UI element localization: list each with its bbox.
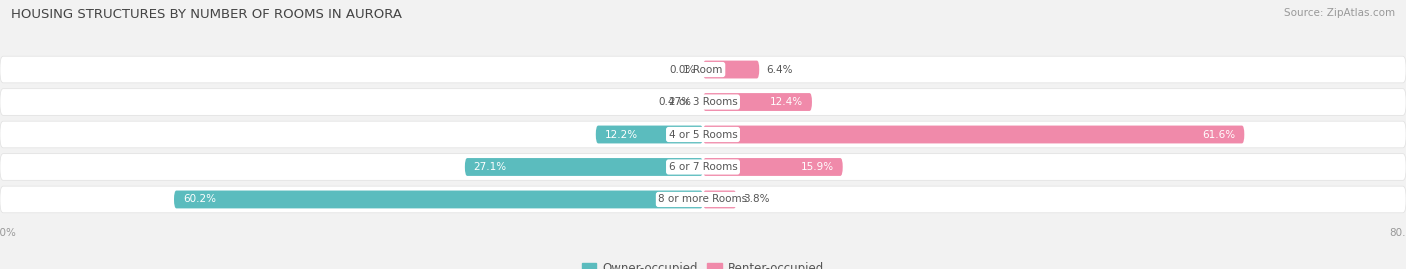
FancyBboxPatch shape [0,121,1406,148]
FancyBboxPatch shape [0,56,1406,83]
FancyBboxPatch shape [703,126,1244,143]
Text: 12.2%: 12.2% [605,129,638,140]
FancyBboxPatch shape [703,190,737,208]
Text: 3.8%: 3.8% [744,194,770,204]
Text: 27.1%: 27.1% [474,162,506,172]
Text: HOUSING STRUCTURES BY NUMBER OF ROOMS IN AURORA: HOUSING STRUCTURES BY NUMBER OF ROOMS IN… [11,8,402,21]
Text: 1 Room: 1 Room [683,65,723,75]
Text: 0.0%: 0.0% [669,65,696,75]
Legend: Owner-occupied, Renter-occupied: Owner-occupied, Renter-occupied [578,258,828,269]
Text: 15.9%: 15.9% [801,162,834,172]
Text: 6 or 7 Rooms: 6 or 7 Rooms [669,162,737,172]
FancyBboxPatch shape [703,61,759,79]
Text: 0.47%: 0.47% [659,97,692,107]
FancyBboxPatch shape [703,158,842,176]
FancyBboxPatch shape [703,93,813,111]
Text: 61.6%: 61.6% [1202,129,1236,140]
Text: 4 or 5 Rooms: 4 or 5 Rooms [669,129,737,140]
FancyBboxPatch shape [0,154,1406,180]
Text: 12.4%: 12.4% [770,97,803,107]
Text: 60.2%: 60.2% [183,194,215,204]
Circle shape [700,97,703,107]
Text: 8 or more Rooms: 8 or more Rooms [658,194,748,204]
Text: 2 or 3 Rooms: 2 or 3 Rooms [669,97,737,107]
Text: Source: ZipAtlas.com: Source: ZipAtlas.com [1284,8,1395,18]
FancyBboxPatch shape [0,89,1406,115]
Text: 6.4%: 6.4% [766,65,793,75]
FancyBboxPatch shape [174,190,703,208]
FancyBboxPatch shape [465,158,703,176]
FancyBboxPatch shape [596,126,703,143]
FancyBboxPatch shape [0,186,1406,213]
